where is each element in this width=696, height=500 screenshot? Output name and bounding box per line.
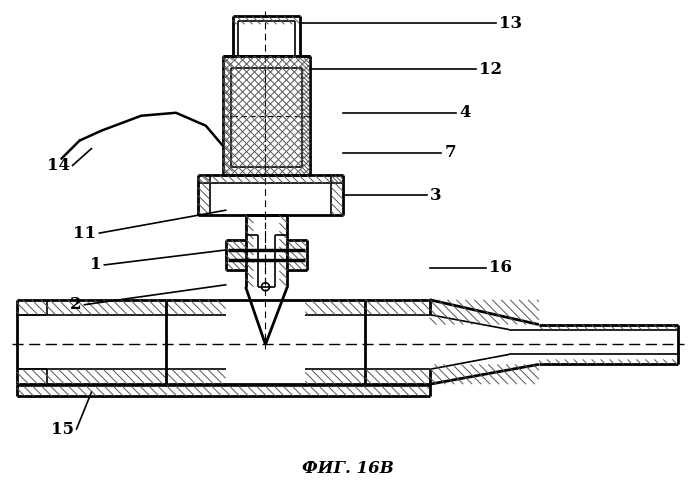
Text: 16: 16 bbox=[489, 260, 512, 276]
Text: ФИГ. 16В: ФИГ. 16В bbox=[302, 460, 394, 477]
Text: 1: 1 bbox=[90, 256, 102, 274]
Text: 7: 7 bbox=[445, 144, 456, 161]
Text: 11: 11 bbox=[73, 224, 97, 242]
Text: 3: 3 bbox=[429, 187, 441, 204]
Text: 15: 15 bbox=[51, 420, 74, 438]
Text: 13: 13 bbox=[499, 15, 522, 32]
Text: 2: 2 bbox=[70, 296, 81, 313]
Text: 14: 14 bbox=[47, 157, 70, 174]
Text: 12: 12 bbox=[480, 60, 503, 78]
Text: 4: 4 bbox=[459, 104, 471, 122]
